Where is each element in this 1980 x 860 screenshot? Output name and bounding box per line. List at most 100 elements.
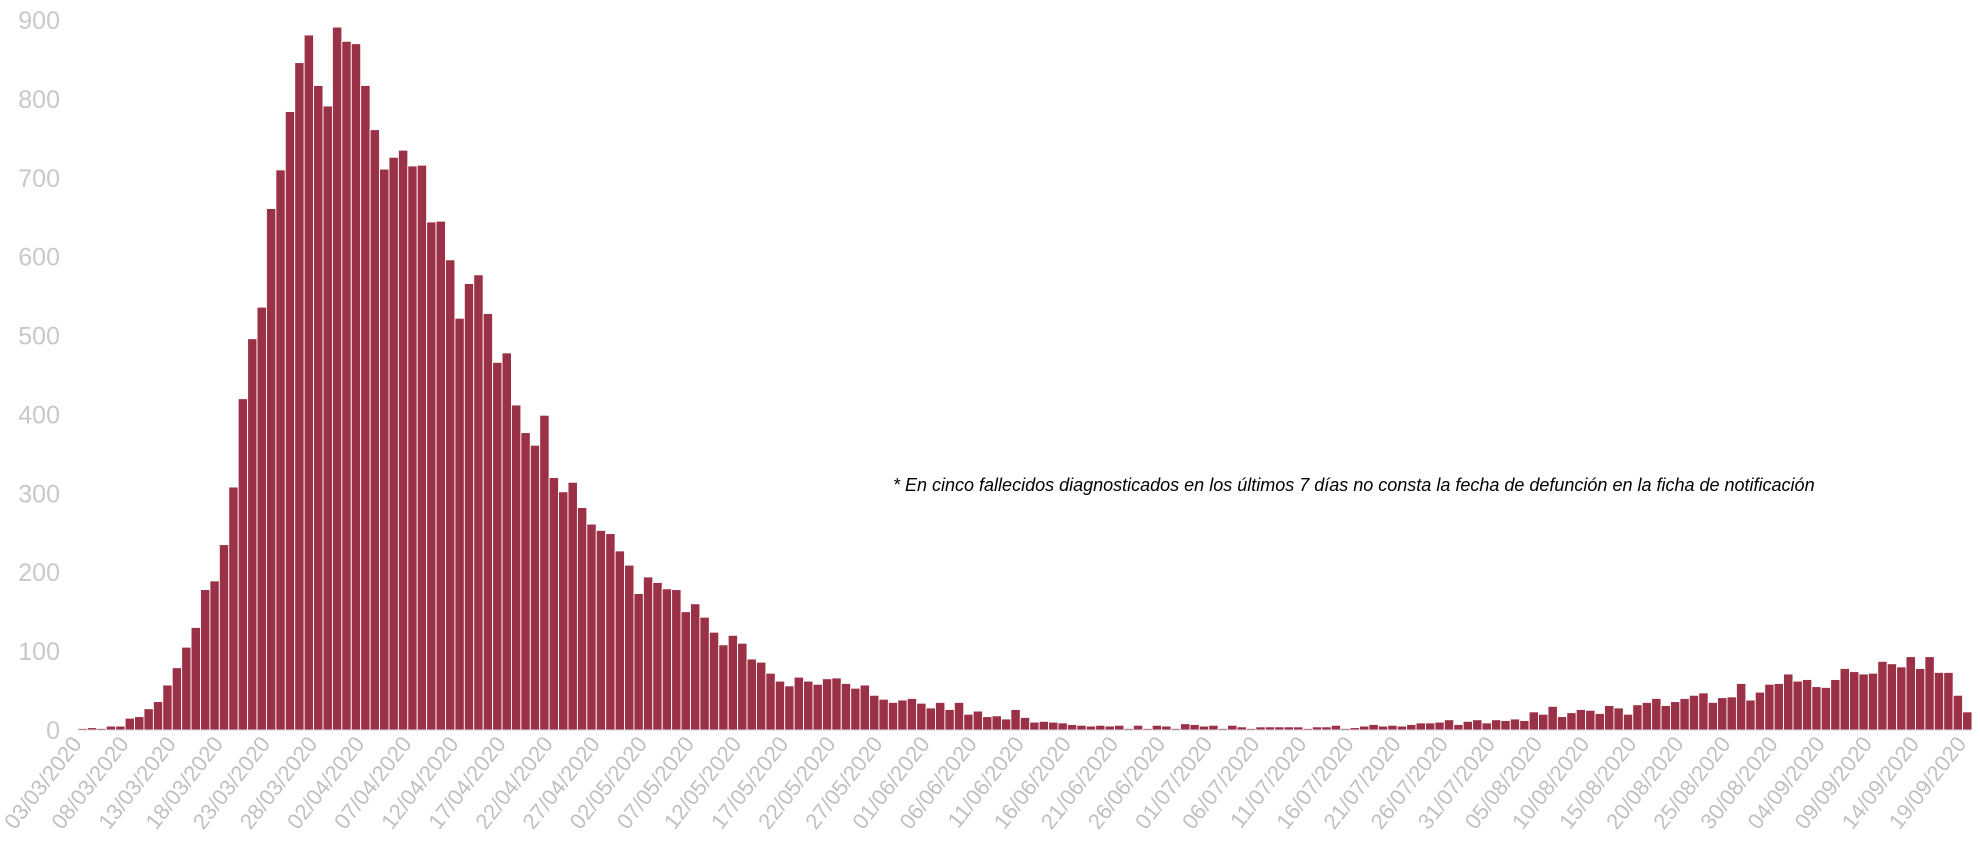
bar <box>1387 724 1398 731</box>
bar <box>1717 697 1728 731</box>
bar <box>972 710 984 731</box>
bar <box>671 589 682 731</box>
bar <box>1481 722 1492 731</box>
bar <box>812 683 823 731</box>
bar <box>576 507 588 731</box>
bar <box>935 701 946 731</box>
bar <box>350 43 362 731</box>
bar <box>482 313 494 731</box>
bar <box>1764 683 1775 731</box>
bar <box>925 707 936 731</box>
bar <box>633 593 644 731</box>
bar <box>416 164 428 731</box>
bar <box>539 414 550 731</box>
bar <box>558 491 569 731</box>
bar <box>1057 722 1068 731</box>
bar <box>284 111 296 731</box>
bar <box>1396 725 1408 731</box>
bar <box>652 582 663 731</box>
bar <box>435 220 446 731</box>
bar <box>1066 724 1078 731</box>
bar <box>1745 699 1756 731</box>
bar <box>1670 701 1681 731</box>
bar <box>1038 720 1050 731</box>
bar <box>1754 691 1766 731</box>
bar <box>595 529 607 731</box>
bar <box>1933 671 1945 731</box>
bar <box>1538 713 1549 731</box>
bar <box>190 626 201 731</box>
bar <box>360 85 371 731</box>
bar <box>821 678 833 731</box>
bar <box>1905 656 1916 731</box>
bar <box>878 698 889 731</box>
bar <box>840 683 852 731</box>
bar <box>1886 663 1898 731</box>
bar <box>1622 713 1634 731</box>
y-axis: 0 100 200 300 400 500 600 700 800 900 <box>18 7 60 745</box>
bar <box>1180 723 1191 731</box>
bar <box>991 715 1002 731</box>
bar <box>690 603 701 731</box>
bar <box>1877 660 1888 731</box>
y-tick-label: 500 <box>18 323 60 351</box>
bar <box>171 667 183 731</box>
bar <box>1915 668 1926 731</box>
y-tick-label: 300 <box>18 480 60 508</box>
bar <box>756 661 767 731</box>
bar <box>1792 680 1803 731</box>
bar <box>1104 725 1115 731</box>
bar <box>331 26 343 731</box>
bar <box>1924 656 1935 731</box>
bar <box>143 708 154 731</box>
bar <box>209 580 220 731</box>
bar <box>1359 725 1370 731</box>
x-axis: 03/03/202008/03/202013/03/202018/03/2020… <box>0 732 1971 834</box>
bar <box>379 168 390 731</box>
bar <box>115 725 126 731</box>
bar <box>256 306 267 731</box>
bar <box>727 634 739 731</box>
bar <box>1604 705 1615 731</box>
bar <box>850 687 861 731</box>
bar <box>1867 672 1879 731</box>
bar <box>473 274 484 731</box>
bar <box>1849 671 1860 731</box>
bar <box>1952 694 1964 731</box>
bars-group <box>77 26 1973 731</box>
bar <box>1029 721 1040 731</box>
bar <box>1415 722 1426 731</box>
bar <box>906 697 918 731</box>
bar <box>916 702 927 731</box>
y-tick-label: 0 <box>46 717 60 745</box>
bar <box>887 701 899 731</box>
bar <box>1519 720 1530 731</box>
bar <box>1707 701 1719 731</box>
bar <box>737 642 748 731</box>
bar <box>567 481 578 731</box>
bar <box>1132 724 1144 731</box>
bar <box>1660 705 1671 731</box>
bar <box>661 588 673 731</box>
bar <box>624 564 635 731</box>
y-tick-label: 900 <box>18 7 60 35</box>
bar <box>1010 709 1021 731</box>
bar <box>1688 694 1700 731</box>
bar <box>605 533 616 731</box>
bar <box>1000 718 1012 731</box>
bar <box>1425 722 1436 731</box>
bar <box>228 486 239 731</box>
bar <box>181 646 192 731</box>
bar <box>1896 666 1907 731</box>
bar <box>454 317 465 731</box>
bar <box>134 716 145 731</box>
bar <box>1500 720 1511 731</box>
bar <box>1528 711 1539 731</box>
bar <box>1490 719 1502 731</box>
bar <box>501 352 512 731</box>
bar <box>152 701 164 731</box>
bar <box>982 716 993 731</box>
bar <box>397 149 409 731</box>
bar <box>275 169 286 731</box>
